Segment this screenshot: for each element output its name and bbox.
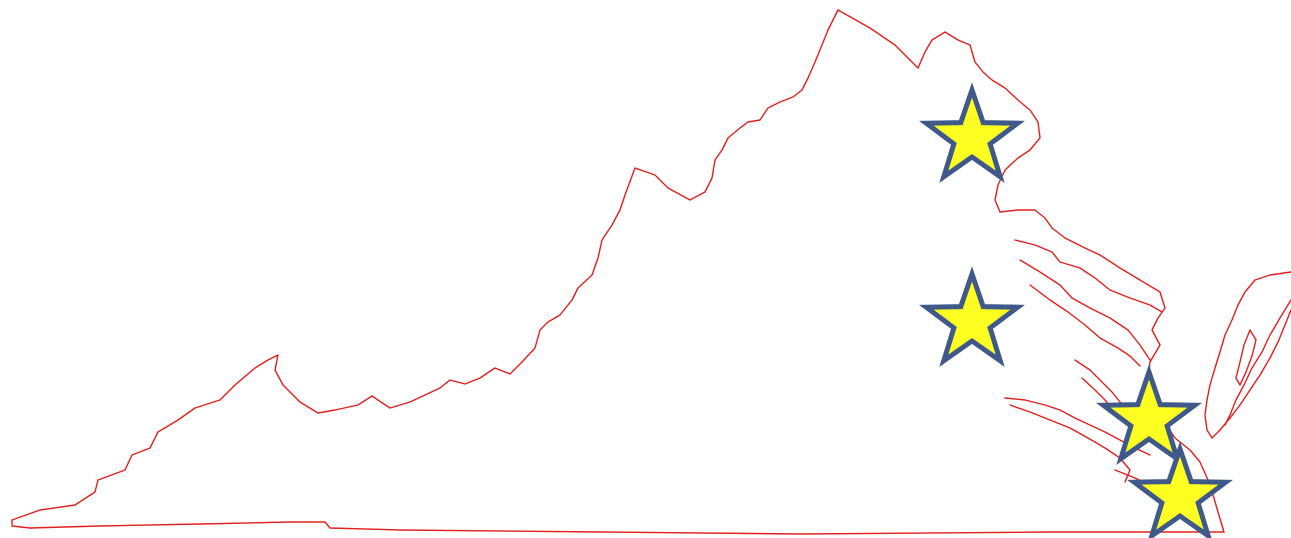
- eastern-shore-inner: [1224, 299, 1291, 426]
- star-icon: [918, 266, 1026, 368]
- potomac-shoreline: [1014, 239, 1163, 313]
- marker-layer: [918, 82, 1234, 538]
- rappahannock-shoreline: [1019, 259, 1151, 361]
- star-icon: [918, 82, 1026, 184]
- star-icon: [1126, 441, 1234, 538]
- james-south-shoreline: [1009, 404, 1131, 483]
- rappahannock-south-shoreline: [1029, 284, 1141, 367]
- eastern-shore: [1204, 271, 1291, 439]
- eastern-shore-island: [1235, 329, 1257, 386]
- star-icon: [1095, 364, 1203, 466]
- state-outline: [11, 9, 1291, 535]
- state-border: [11, 9, 1225, 535]
